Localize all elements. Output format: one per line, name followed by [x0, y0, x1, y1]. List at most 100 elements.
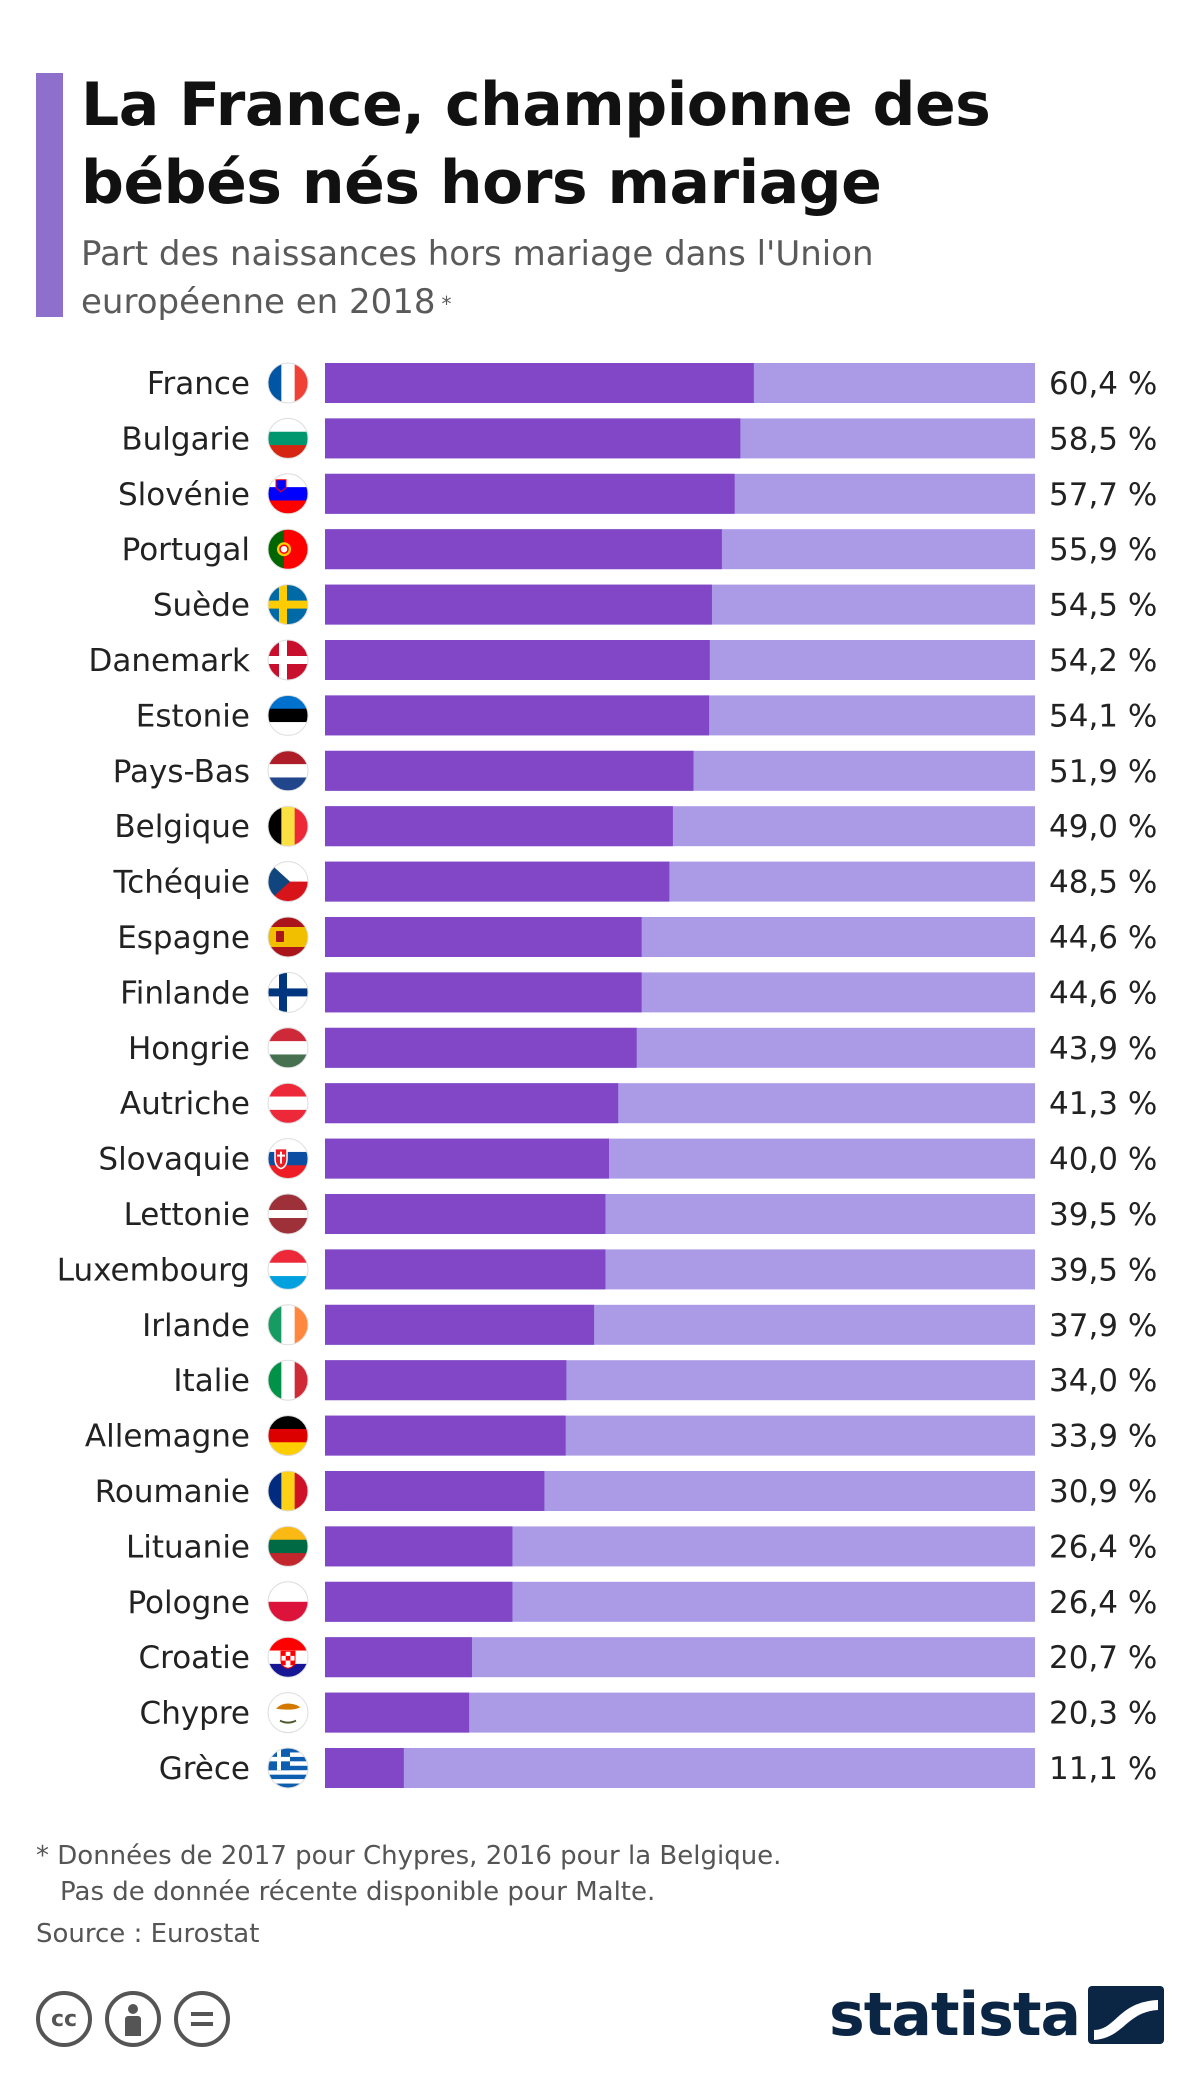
category-label: Lituanie: [126, 1529, 250, 1565]
flag-outline: [267, 694, 309, 736]
bar: [325, 695, 710, 736]
cc-icon-text: cc: [50, 2006, 78, 2032]
category-label: Portugal: [122, 532, 250, 568]
value-label: 37,9 %: [1049, 1308, 1157, 1344]
value-label: 34,0 %: [1049, 1363, 1157, 1399]
estonia-flag-icon: [268, 695, 308, 736]
brand-name: statista: [828, 1980, 1081, 2050]
latvia-flag-icon: [268, 1194, 308, 1234]
france-flag-icon: [268, 363, 308, 403]
bar: [325, 972, 642, 1013]
flag-outline: [267, 1304, 309, 1346]
czechia-flag-icon: [268, 861, 308, 902]
bar: [325, 1249, 606, 1290]
category-label: Estonie: [136, 698, 250, 734]
slovenia-flag-icon: [268, 473, 308, 514]
title-accent-bar: [36, 73, 63, 317]
slovakia-flag-icon: [268, 1138, 308, 1179]
category-label: Suède: [153, 588, 250, 624]
footnote-line-1: * Données de 2017 pour Chypres, 2016 pou…: [36, 1841, 782, 1871]
bar: [325, 917, 642, 957]
bar: [325, 529, 722, 570]
no-derivatives-icon[interactable]: [174, 1991, 230, 2047]
flag-outline: [267, 1636, 309, 1678]
flag-outline: [267, 639, 309, 681]
value-label: 26,4 %: [1049, 1585, 1157, 1621]
category-label: Espagne: [117, 920, 250, 956]
cyprus-flag-icon: [268, 1692, 308, 1733]
category-label: Lettonie: [124, 1197, 250, 1233]
category-label: Italie: [173, 1363, 250, 1399]
attribution-icon[interactable]: [105, 1991, 161, 2047]
romania-flag-icon: [268, 1471, 308, 1511]
austria-flag-icon: [268, 1083, 308, 1124]
category-label: Danemark: [89, 643, 251, 679]
category-label: Bulgarie: [121, 421, 250, 457]
value-label: 39,5 %: [1049, 1252, 1157, 1288]
bar: [325, 418, 741, 459]
bar: [325, 1304, 595, 1345]
bar: [325, 1194, 606, 1234]
germany-flag-icon: [268, 1415, 308, 1456]
category-label: Autriche: [120, 1086, 250, 1122]
statista-logo[interactable]: statista: [829, 1980, 1164, 2050]
cc-icon[interactable]: cc: [36, 1991, 92, 2047]
bar: [325, 1526, 513, 1567]
source-text: Source : Eurostat: [36, 1919, 260, 1949]
chart-title: La France, championne des bébés nés hors…: [81, 70, 991, 218]
value-label: 48,5 %: [1049, 865, 1157, 901]
flag-outline: [267, 861, 309, 903]
value-label: 30,9 %: [1049, 1474, 1157, 1510]
flag-outline: [267, 805, 309, 847]
flag-outline: [267, 1248, 309, 1290]
flag-outline: [267, 1359, 309, 1401]
flag-outline: [267, 971, 309, 1013]
bar: [325, 363, 754, 403]
bar: [325, 640, 710, 680]
flag-outline: [267, 1581, 309, 1623]
hungary-flag-icon: [268, 1027, 308, 1068]
category-label: Allemagne: [85, 1419, 250, 1455]
category-label: Slovaquie: [98, 1142, 250, 1178]
flag-outline: [267, 1525, 309, 1567]
category-label: France: [147, 366, 250, 402]
category-label: Slovénie: [118, 477, 250, 513]
value-label: 33,9 %: [1049, 1419, 1157, 1455]
value-label: 60,4 %: [1049, 366, 1157, 402]
value-label: 44,6 %: [1049, 920, 1157, 956]
bar: [325, 750, 694, 791]
finland-flag-icon: [268, 972, 308, 1013]
category-label: Luxembourg: [57, 1252, 250, 1288]
bar: [325, 1637, 472, 1678]
flag-outline: [267, 1470, 309, 1512]
flag-outline: [267, 750, 309, 792]
category-label: Belgique: [114, 809, 250, 845]
flag-outline: [267, 584, 309, 626]
bar: [325, 1027, 637, 1068]
value-label: 20,7 %: [1049, 1640, 1157, 1676]
flag-outline: [267, 1027, 309, 1069]
flag-outline: [267, 417, 309, 459]
value-label: 26,4 %: [1049, 1529, 1157, 1565]
bar: [325, 1748, 404, 1788]
category-label: Chypre: [140, 1696, 250, 1732]
netherlands-flag-icon: [268, 750, 308, 791]
value-label: 39,5 %: [1049, 1197, 1157, 1233]
flag-outline: [267, 1415, 309, 1457]
croatia-flag-icon: [268, 1637, 308, 1678]
footnote: * Données de 2017 pour Chypres, 2016 pou…: [36, 1838, 781, 1910]
footnote-line-2: Pas de donnée récente disponible pour Ma…: [60, 1877, 656, 1907]
flag-outline: [267, 362, 309, 404]
subtitle-footnote-marker: *: [441, 292, 452, 316]
bulgaria-flag-icon: [268, 418, 308, 459]
flag-outline: [267, 1692, 309, 1734]
bar: [325, 1138, 609, 1179]
value-label: 20,3 %: [1049, 1696, 1157, 1732]
ireland-flag-icon: [268, 1304, 308, 1345]
category-label: Grèce: [159, 1751, 250, 1787]
statista-mark-icon: [1088, 1986, 1164, 2044]
bar-track: [325, 1748, 1035, 1788]
flag-outline: [267, 1747, 309, 1789]
sweden-flag-icon: [268, 584, 308, 625]
flag-outline: [267, 1082, 309, 1124]
